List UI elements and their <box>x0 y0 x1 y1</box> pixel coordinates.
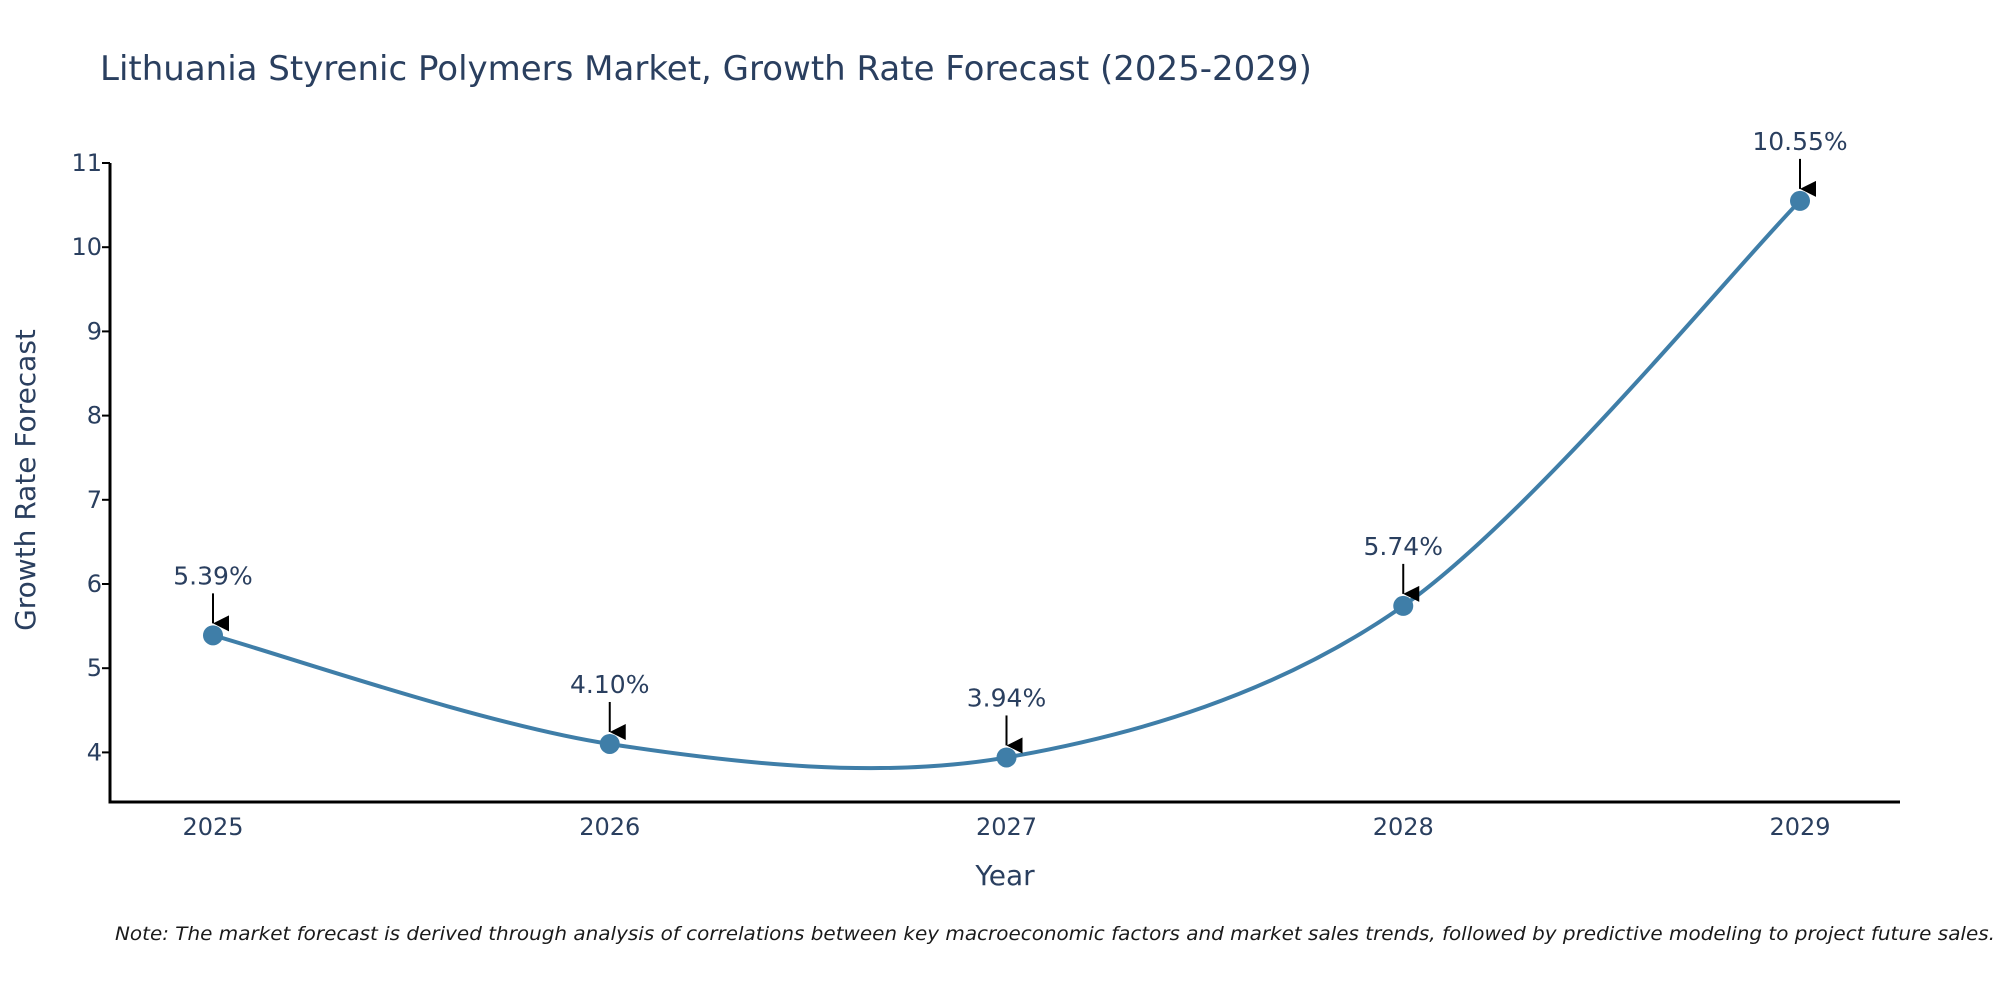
plot-area: 4 5 6 7 8 9 10 11 2025 2026 2027 2028 2029 5.39% 4.10%… <box>71 127 1900 841</box>
x-tick-label: 2026 <box>579 813 640 841</box>
data-point <box>1393 595 1414 616</box>
data-label: 10.55% <box>1752 127 1847 156</box>
data-label: 4.10% <box>570 670 649 699</box>
x-tick-label: 2028 <box>1373 813 1434 841</box>
data-point <box>203 625 223 646</box>
data-point <box>996 747 1017 768</box>
data-label: 5.74% <box>1364 532 1443 561</box>
y-tick-label: 7 <box>87 486 102 514</box>
chart-title: Lithuania Styrenic Polymers Market, Grow… <box>100 49 1312 89</box>
data-label: 5.39% <box>173 561 252 590</box>
y-tick-label: 11 <box>71 149 102 177</box>
x-tick-label: 2025 <box>182 813 243 841</box>
y-tick-label: 10 <box>71 233 102 261</box>
forecast-note: Note: The market forecast is derived thr… <box>115 923 1995 945</box>
y-tick-label: 6 <box>87 570 102 598</box>
y-axis-title: Growth Rate Forecast <box>9 329 42 631</box>
x-tick-label: 2027 <box>976 813 1037 841</box>
data-point <box>599 733 620 754</box>
y-tick-label: 8 <box>87 402 102 430</box>
y-tick-label: 9 <box>87 317 102 345</box>
y-tick-label: 4 <box>87 738 102 766</box>
x-tick-label: 2029 <box>1769 813 1830 841</box>
x-axis-title: Year <box>974 859 1035 892</box>
data-label: 3.94% <box>967 683 1046 712</box>
data-point <box>1790 190 1810 211</box>
y-tick-label: 5 <box>87 654 102 682</box>
